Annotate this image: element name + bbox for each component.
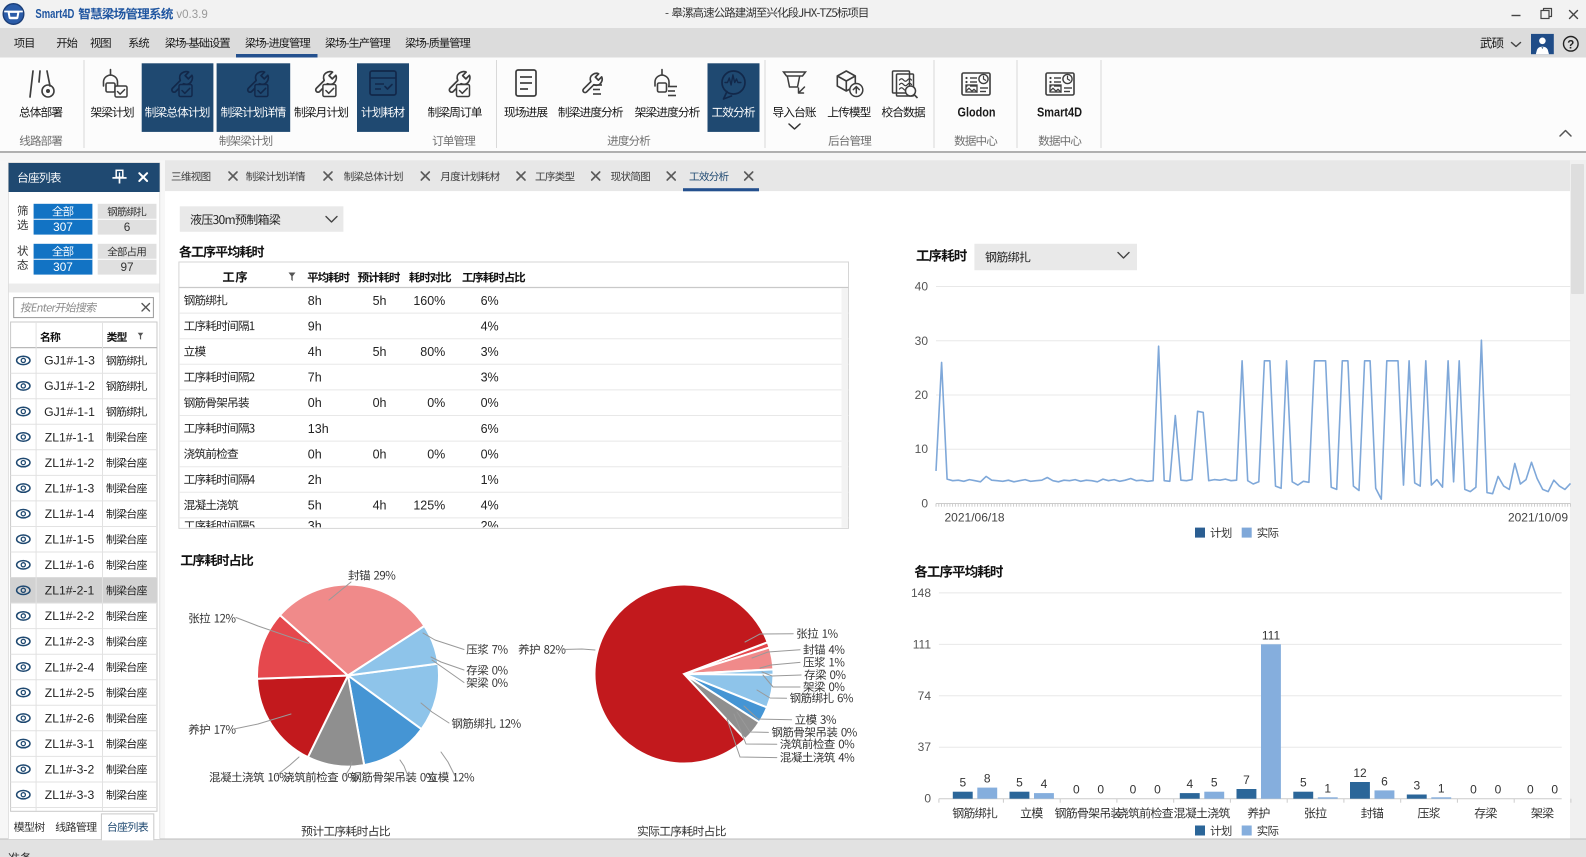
svg-text:3%: 3% [481,371,499,385]
svg-text:4: 4 [1186,777,1193,791]
svg-text:40: 40 [915,280,929,294]
svg-text:0: 0 [1470,783,1477,797]
svg-text:1%: 1% [481,473,499,487]
svg-text:125%: 125% [413,499,445,513]
svg-text:0: 0 [1130,783,1137,797]
svg-text:ZL1#-2-4: ZL1#-2-4 [45,660,95,674]
svg-text:7h: 7h [308,371,322,385]
svg-text:4h: 4h [308,345,322,359]
svg-text:2%: 2% [481,519,499,533]
svg-text:0: 0 [1154,783,1161,797]
svg-text:5h: 5h [373,294,387,308]
svg-text:0: 0 [1097,783,1104,797]
svg-text:0: 0 [924,792,931,806]
svg-text:3h: 3h [308,519,322,533]
svg-text:Smart4D: Smart4D [1037,105,1082,120]
svg-text:0: 0 [1495,783,1502,797]
svg-text:3%: 3% [481,345,499,359]
svg-text:5: 5 [959,776,966,790]
svg-text:?: ? [1567,39,1574,51]
svg-text:0: 0 [1527,783,1534,797]
svg-text:30: 30 [915,334,929,348]
svg-text:4%: 4% [481,319,499,333]
svg-text:6: 6 [1381,774,1388,788]
svg-text:307: 307 [53,220,73,234]
svg-text:4h: 4h [373,499,387,513]
svg-text:Glodon: Glodon [958,105,996,120]
svg-text:13h: 13h [308,422,329,436]
svg-text:GJ1#-1-2: GJ1#-1-2 [44,379,95,393]
svg-text:10: 10 [915,442,929,456]
svg-text:4%: 4% [481,499,499,513]
svg-text:ZL1#-1-4: ZL1#-1-4 [45,507,95,521]
svg-text:80%: 80% [420,345,445,359]
svg-text:9h: 9h [308,319,322,333]
svg-text:307: 307 [53,260,73,274]
svg-text:5: 5 [1016,776,1023,790]
svg-text:0%: 0% [481,396,499,410]
svg-text:5h: 5h [373,345,387,359]
svg-text:2021/10/09: 2021/10/09 [1508,511,1568,525]
svg-text:12: 12 [1353,766,1367,780]
svg-text:74: 74 [918,689,932,703]
svg-text:20: 20 [915,388,929,402]
svg-text:ZL1#-3-1: ZL1#-3-1 [45,737,95,751]
svg-text:v0.3.9: v0.3.9 [176,9,207,21]
svg-text:3: 3 [1413,779,1420,793]
svg-text:7: 7 [1243,773,1250,787]
svg-text:0: 0 [1551,783,1558,797]
svg-text:ZL1#-3-3: ZL1#-3-3 [45,788,95,802]
svg-text:0h: 0h [308,447,322,461]
svg-text:GJ1#-1-1: GJ1#-1-1 [44,405,95,419]
svg-text:1: 1 [1438,781,1445,795]
svg-text:0h: 0h [373,447,387,461]
svg-text:160%: 160% [413,294,445,308]
svg-text:ZL1#-2-6: ZL1#-2-6 [45,711,95,725]
svg-text:8: 8 [984,772,991,786]
svg-text:8h: 8h [308,294,322,308]
svg-text:ZL1#-3-2: ZL1#-3-2 [45,763,95,777]
svg-text:ZL1#-1-1: ZL1#-1-1 [45,430,95,444]
svg-text:0: 0 [921,497,928,511]
svg-text:1: 1 [1324,781,1331,795]
svg-text:5h: 5h [308,499,322,513]
svg-text:0%: 0% [427,396,445,410]
svg-text:97: 97 [120,260,133,274]
svg-text:ZL1#-2-5: ZL1#-2-5 [45,686,95,700]
svg-text:5: 5 [1300,776,1307,790]
svg-text:37: 37 [918,740,932,754]
svg-text:ZL1#-1-5: ZL1#-1-5 [45,533,95,547]
svg-text:111: 111 [913,637,932,651]
svg-text:ZL1#-1-2: ZL1#-1-2 [45,456,95,470]
svg-text:0h: 0h [308,396,322,410]
svg-text:0%: 0% [427,447,445,461]
svg-text:2h: 2h [308,473,322,487]
svg-text:ZL1#-2-3: ZL1#-2-3 [45,635,95,649]
svg-text:ZL1#-2-1: ZL1#-2-1 [45,584,95,598]
svg-text:ZL1#-1-6: ZL1#-1-6 [45,558,95,572]
svg-text:6: 6 [124,220,131,234]
svg-text:0: 0 [1073,783,1080,797]
svg-text:6%: 6% [481,294,499,308]
svg-text:6%: 6% [481,422,499,436]
svg-text:4: 4 [1041,777,1048,791]
svg-text:0h: 0h [373,396,387,410]
svg-text:148: 148 [911,586,931,600]
svg-text:ZL1#-2-2: ZL1#-2-2 [45,609,95,623]
svg-text:111: 111 [1262,628,1281,642]
svg-text:Smart4D: Smart4D [35,6,74,21]
svg-text:GJ1#-1-3: GJ1#-1-3 [44,354,95,368]
svg-text:5: 5 [1211,776,1218,790]
svg-text:2021/06/18: 2021/06/18 [945,511,1005,525]
svg-text:ZL1#-1-3: ZL1#-1-3 [45,481,95,495]
svg-text:0%: 0% [481,447,499,461]
